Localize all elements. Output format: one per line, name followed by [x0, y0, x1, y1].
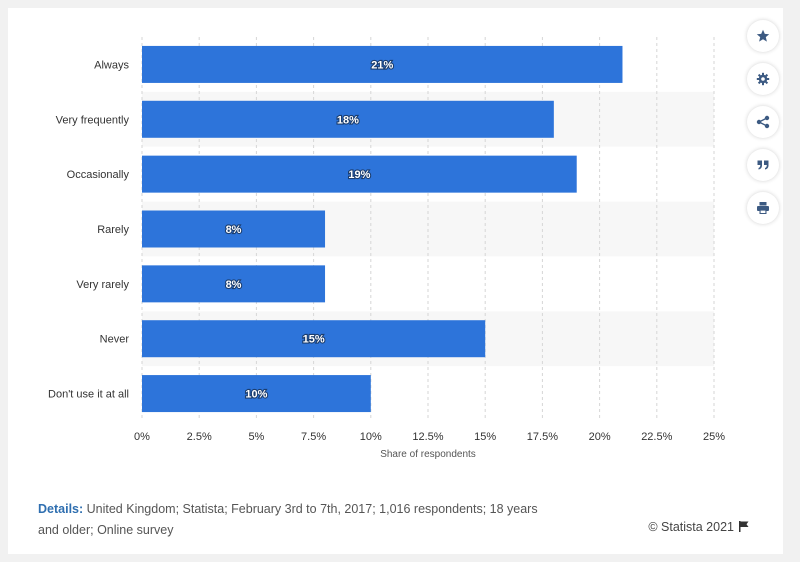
- star-icon: [756, 29, 770, 42]
- bar: [142, 375, 371, 413]
- chart-card: Always 21% Very frequently 18% Occasionally 1…: [8, 8, 783, 554]
- details-footer: Details: United Kingdom; Statista; Febru…: [38, 499, 558, 541]
- value-label: 10%: [245, 389, 267, 401]
- bar: [142, 320, 486, 358]
- x-tick-label: 22.5%: [641, 431, 672, 443]
- value-label: 8%: [226, 279, 242, 291]
- category-label: Rarely: [97, 224, 129, 236]
- bar: [142, 210, 326, 248]
- value-label: 18%: [337, 114, 359, 126]
- gear-icon: [756, 72, 770, 86]
- bar: [142, 155, 577, 193]
- category-label: Very rarely: [76, 279, 129, 291]
- x-tick-label: 25%: [703, 431, 725, 443]
- value-label: 15%: [303, 334, 325, 346]
- share-button[interactable]: [747, 106, 779, 138]
- x-tick-label: 2.5%: [187, 431, 212, 443]
- quote-icon: [757, 160, 769, 170]
- x-axis-title: Share of respondents: [380, 449, 476, 460]
- copyright-notice[interactable]: © Statista 2021: [648, 520, 749, 534]
- value-label: 8%: [226, 224, 242, 236]
- settings-button[interactable]: [747, 63, 779, 95]
- cite-button[interactable]: [747, 149, 779, 181]
- copyright-text: © Statista 2021: [648, 520, 734, 534]
- print-button[interactable]: [747, 192, 779, 224]
- x-tick-label: 0%: [134, 431, 150, 443]
- x-tick-label: 10%: [360, 431, 382, 443]
- category-label: Occasionally: [67, 169, 130, 181]
- category-label: Always: [94, 59, 129, 71]
- value-label: 21%: [371, 59, 393, 71]
- share-icon: [756, 115, 770, 129]
- category-label: Very frequently: [56, 114, 130, 126]
- bar: [142, 100, 554, 138]
- details-text: United Kingdom; Statista; February 3rd t…: [38, 502, 538, 537]
- category-label: Never: [100, 334, 130, 346]
- x-tick-label: 20%: [589, 431, 611, 443]
- bar: [142, 265, 326, 303]
- print-icon: [757, 202, 769, 214]
- value-label: 19%: [348, 169, 370, 181]
- bar: [142, 45, 623, 83]
- bar-chart: Always 21% Very frequently 18% Occasionally 1…: [48, 37, 725, 460]
- x-tick-label: 12.5%: [412, 431, 443, 443]
- chart-toolbar: [747, 20, 783, 235]
- category-label: Don't use it at all: [48, 389, 129, 401]
- details-label: Details:: [38, 502, 84, 516]
- favorite-button[interactable]: [747, 20, 779, 52]
- x-tick-label: 17.5%: [527, 431, 558, 443]
- flag-icon[interactable]: [739, 521, 749, 532]
- x-tick-label: 7.5%: [301, 431, 326, 443]
- x-tick-label: 5%: [248, 431, 264, 443]
- x-tick-label: 15%: [474, 431, 496, 443]
